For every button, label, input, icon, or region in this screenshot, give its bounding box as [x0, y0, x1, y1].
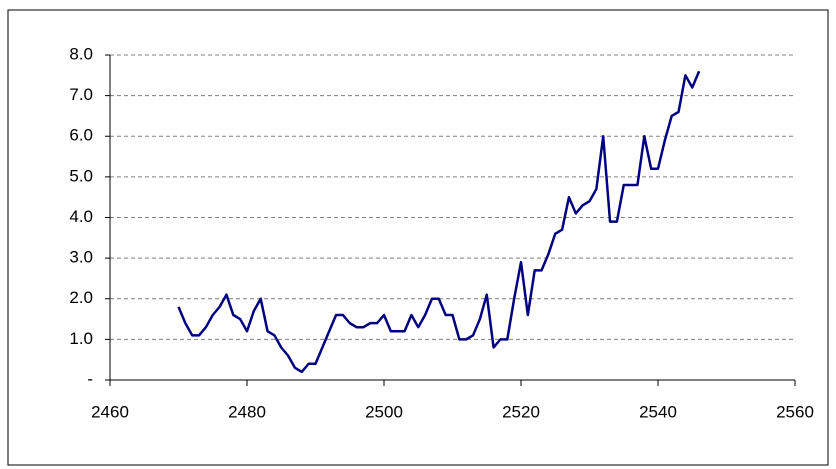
y-tick-label: 7.0: [69, 85, 93, 104]
data-line: [177, 70, 701, 374]
y-tick-label: -: [87, 369, 93, 388]
y-tick-label: 2.0: [69, 288, 93, 307]
y-tick-label: 4.0: [69, 207, 93, 226]
y-tick-label: 3.0: [69, 248, 93, 267]
y-tick-label: 8.0: [69, 44, 93, 63]
x-tick-label: 2560: [776, 402, 814, 421]
x-tick-label: 2520: [502, 402, 540, 421]
x-tick-label: 2540: [639, 402, 677, 421]
x-tick-label: 2460: [91, 402, 129, 421]
y-tick-label: 5.0: [69, 166, 93, 185]
chart-border: [7, 9, 829, 466]
x-tick-label: 2500: [365, 402, 403, 421]
y-tick-label: 6.0: [69, 126, 93, 145]
x-tick-label: 2480: [228, 402, 266, 421]
y-tick-label: 1.0: [69, 329, 93, 348]
